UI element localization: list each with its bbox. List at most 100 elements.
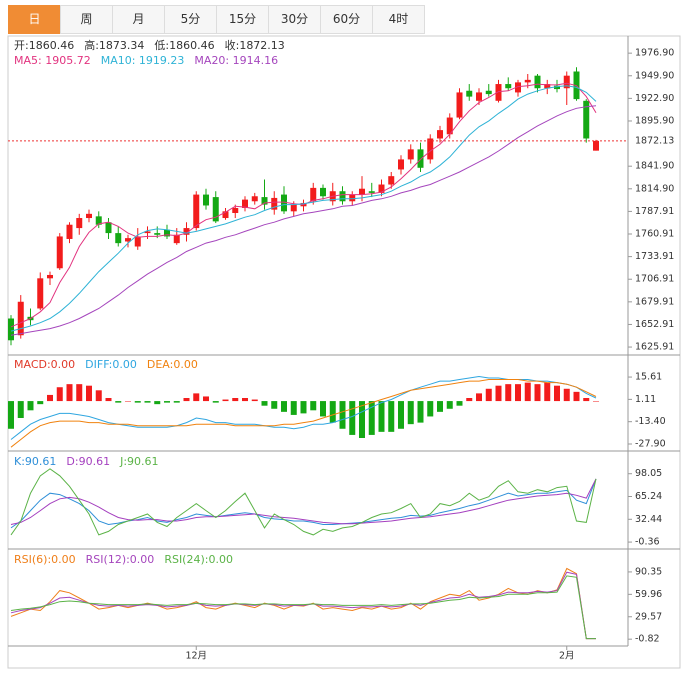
candle-body [251,196,258,202]
period-tab[interactable]: 日 [8,5,60,34]
y-tick-label: 1733.91 [635,251,674,262]
legend-label: MA10: 1919.23 [101,54,185,67]
candle-body [222,211,229,219]
candle-body [212,197,219,222]
candle-body [554,85,560,90]
candle-body [281,194,287,212]
candle-body [505,84,512,89]
candle-body [310,187,317,202]
macd-bar [17,401,24,418]
y-tick-label: 1706.91 [635,274,674,285]
y-tick-label: 65.24 [635,491,662,502]
period-tab[interactable]: 30分 [268,5,320,34]
macd-bar [563,388,570,402]
y-tick-label: 1841.90 [635,161,674,172]
candle-body [203,194,209,206]
candle-body [544,84,551,89]
macd-bar [242,398,248,402]
candle-body [378,184,385,193]
period-tab[interactable]: 周 [60,5,112,34]
period-tab[interactable]: 5分 [164,5,216,34]
macd-bar [524,382,531,402]
candle-body [242,199,248,208]
legend-label: RSI(12):0.00 [86,553,155,566]
legend-label: RSI(6):0.00 [14,553,76,566]
period-tab[interactable]: 4时 [372,5,425,34]
legend-label: 收:1872.13 [225,38,285,52]
indicator-line [10,567,596,640]
macd-bar [232,398,239,402]
macd-bar [115,401,122,403]
indicator-line [10,379,597,448]
candle-body [232,207,239,214]
macd-bar [105,398,112,402]
macd-bar [446,401,453,409]
indicator-line [10,82,597,328]
macd-bar [388,401,395,432]
candle-body [495,84,502,101]
candle-body [593,140,599,151]
candle-body [183,228,190,235]
legend-label: 低:1860.46 [154,39,214,52]
indicator-line [10,105,597,336]
period-tab[interactable]: 60分 [320,5,372,34]
macd-bar [193,393,200,402]
candle-body [95,216,102,225]
candle-body [417,149,424,168]
candle-body [154,233,161,235]
macd-bar [378,401,385,432]
candle-body [261,197,268,205]
candle-body [349,194,356,202]
macd-bar [515,384,521,402]
y-tick-label: 15.61 [635,372,662,383]
candle-body [437,130,443,139]
y-tick-label: -0.36 [635,537,660,548]
candle-body [86,213,92,219]
period-tab[interactable]: 月 [112,5,164,34]
y-tick-label: 1787.91 [635,206,674,217]
y-tick-label: 1652.91 [635,319,674,330]
candle-body [398,159,404,170]
candle-body [466,90,473,97]
indicator-line [10,575,596,640]
macd-bar [290,401,297,415]
frame [7,35,681,669]
legend-label: DEA:0.00 [147,358,198,371]
macd-bar [27,401,34,411]
candle-body [456,92,463,118]
legend-label: 高:1873.34 [84,38,144,52]
candle-body [368,191,375,193]
macd-bar [368,401,375,435]
y-tick-label: 1949.90 [635,70,674,81]
candle-body [105,222,112,234]
candle-body [476,92,482,101]
macd-bar [437,401,443,412]
macd-bar [476,393,482,402]
candle-body [173,234,180,244]
candle-body [164,229,170,237]
candle-body [125,238,131,242]
candle-body [427,138,434,160]
candle-body [17,301,24,336]
macd-bar [310,401,317,411]
candle-body [485,90,492,95]
y-tick-label: 1625.91 [635,342,674,353]
macd-bar [398,401,404,429]
candle-body [271,197,278,210]
macd-bar [349,401,356,435]
candle-body [115,233,122,244]
macd-bar [261,401,268,406]
period-tab[interactable]: 15分 [216,5,268,34]
x-tick-label: 2月 [559,651,575,662]
macd-bar [427,401,434,417]
macd-bar [573,391,580,402]
macd-bar [505,384,512,402]
y-tick-label: 1922.90 [635,93,674,104]
y-tick-label: 1.11 [635,394,656,405]
macd-bar [95,390,102,402]
candle-body [8,318,14,341]
macd-bar [534,384,541,402]
candle-body [359,188,365,195]
macd-bar [164,401,170,403]
macd-bar [583,398,590,402]
